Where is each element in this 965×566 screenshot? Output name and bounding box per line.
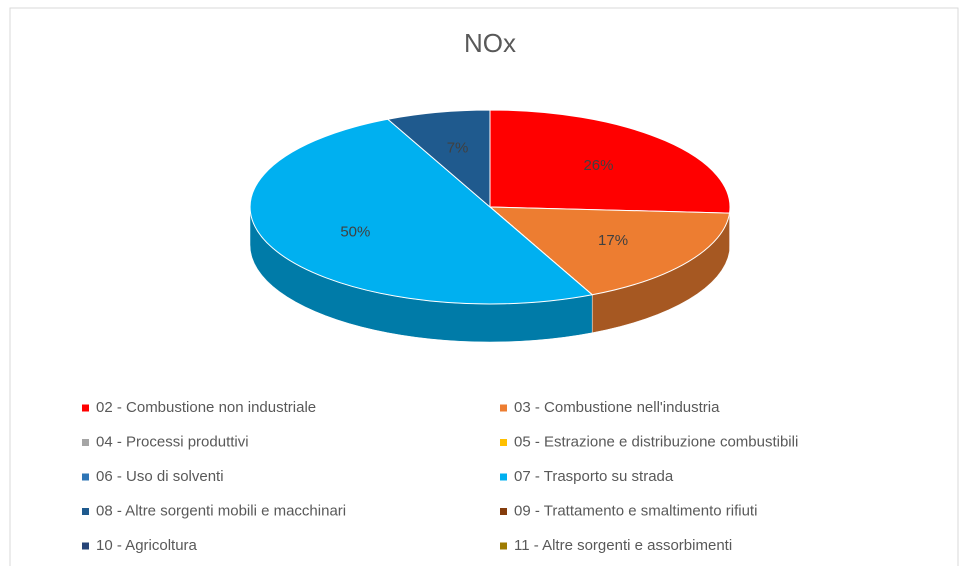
pie-slice (386, 109, 491, 209)
legend-label: 07 - Trasporto su strada (514, 468, 674, 485)
data-label: 50% (340, 224, 370, 241)
pie: 26% 17% 50% 7% (249, 109, 731, 343)
legend-label: 09 - Trattamento e smaltimento rifiuti (514, 502, 757, 519)
data-label: 17% (598, 232, 628, 249)
pie-slice (489, 109, 731, 214)
legend-label: 10 - Agricoltura (96, 537, 198, 554)
legend-marker (500, 473, 507, 481)
legend: 02 - Combustione non industriale 03 - Com… (82, 399, 798, 554)
legend-label: 04 - Processi produttivi (96, 433, 249, 450)
chart-title: NOx (464, 28, 516, 58)
legend-label: 08 - Altre sorgenti mobili e macchinari (96, 502, 346, 519)
legend-label: 06 - Uso di solventi (96, 468, 224, 485)
pie-slice (488, 206, 731, 296)
data-label: 7% (447, 139, 469, 156)
legend-marker (500, 404, 507, 412)
legend-marker (500, 508, 507, 515)
pie-slice (249, 118, 594, 305)
legend-marker (500, 542, 507, 550)
legend-marker (82, 404, 89, 412)
legend-label: 03 - Combustione nell'industria (514, 399, 720, 416)
data-label: 26% (583, 157, 613, 174)
legend-marker (500, 439, 507, 446)
legend-marker (82, 508, 89, 515)
legend-label: 02 - Combustione non industriale (96, 399, 316, 416)
legend-marker (82, 473, 89, 481)
legend-marker (82, 439, 89, 446)
legend-label: 05 - Estrazione e distribuzione combusti… (514, 433, 798, 450)
legend-marker (82, 542, 89, 550)
legend-label: 11 - Altre sorgenti e assorbimenti (514, 537, 732, 554)
